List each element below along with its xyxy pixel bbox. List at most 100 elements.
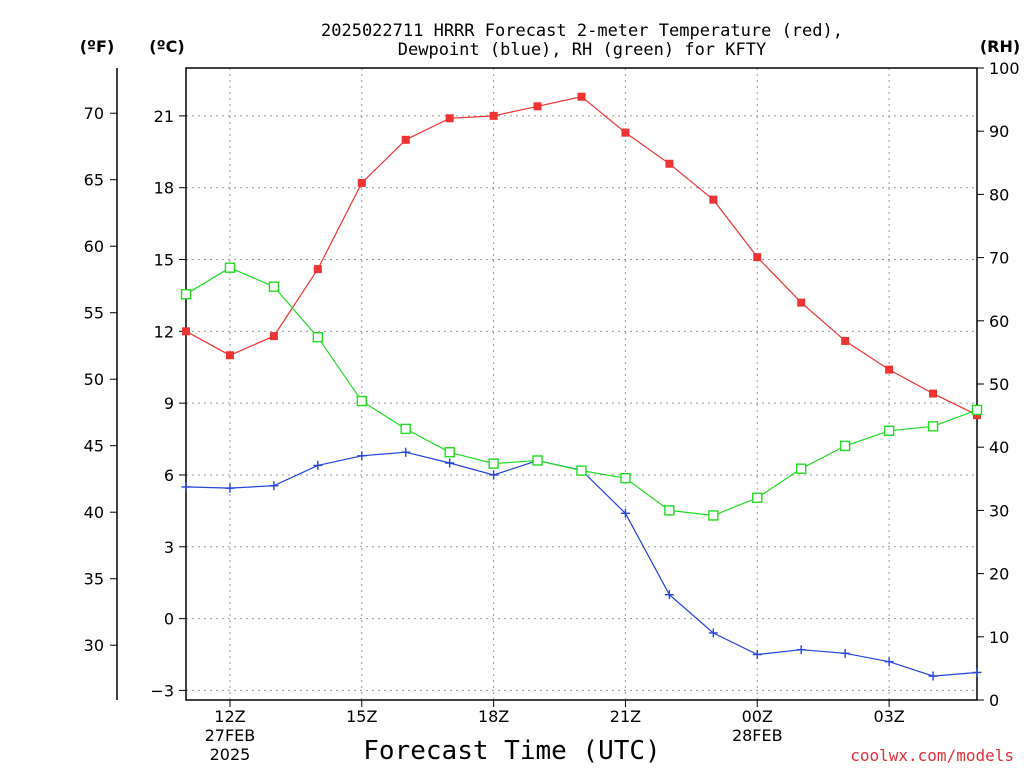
dewpoint-point xyxy=(445,458,455,468)
rh-tick-label: 100 xyxy=(989,59,1020,78)
dewpoint-point xyxy=(884,657,894,667)
data-series xyxy=(180,92,983,681)
rh-point xyxy=(796,463,807,474)
rh-point xyxy=(400,423,411,435)
celsius-tick-label: 21 xyxy=(154,107,174,126)
temperature-point xyxy=(182,327,190,336)
dewpoint-point xyxy=(664,590,674,600)
temperature-point xyxy=(709,195,718,204)
dewpoint-line xyxy=(185,451,978,677)
fahrenheit-tick-label: 65 xyxy=(84,171,104,190)
fahrenheit-unit-label: (ºF) xyxy=(80,37,115,56)
x-tick-label: 15Z xyxy=(346,707,377,726)
rh-point xyxy=(752,492,763,503)
rh-point xyxy=(708,510,719,521)
temperature-point xyxy=(753,253,762,262)
fahrenheit-tick-label: 45 xyxy=(84,437,104,456)
fahrenheit-tick-label: 70 xyxy=(84,104,104,123)
rh-tick-label: 0 xyxy=(989,691,999,710)
dewpoint-point xyxy=(972,667,982,677)
temperature-point xyxy=(489,111,498,120)
rh-tick-label: 80 xyxy=(989,185,1009,204)
dewpoint-point xyxy=(708,628,718,638)
chart-title-line-2: Dewpoint (blue), RH (green) for KFTY xyxy=(398,40,766,60)
rh-point xyxy=(620,472,631,484)
dewpoint-point xyxy=(225,483,235,493)
x-tick-label: 00Z xyxy=(742,707,773,726)
grid-lines xyxy=(186,68,977,700)
celsius-tick-label: 18 xyxy=(154,179,174,198)
temperature-point xyxy=(929,389,938,398)
rh-series xyxy=(180,262,983,521)
rh-point xyxy=(664,505,675,516)
temperature-point xyxy=(225,351,234,360)
fahrenheit-tick-label: 55 xyxy=(84,304,104,323)
rh-tick-label: 20 xyxy=(989,565,1009,584)
celsius-tick-label: 9 xyxy=(164,394,174,413)
fahrenheit-tick-label: 35 xyxy=(84,570,104,589)
rh-point xyxy=(356,395,367,407)
dewpoint-point xyxy=(357,451,367,461)
dewpoint-point xyxy=(489,470,499,480)
chart-title: 2025022711 HRRR Forecast 2-meter Tempera… xyxy=(321,21,843,60)
celsius-tick-label: −3 xyxy=(150,681,174,700)
temperature-line xyxy=(185,96,978,416)
dewpoint-point xyxy=(752,650,762,660)
dewpoint-point xyxy=(313,460,323,470)
temperature-point xyxy=(313,265,322,274)
temperature-point xyxy=(841,336,850,345)
x-tick-label: 2025 xyxy=(210,745,251,764)
fahrenheit-tick-label: 60 xyxy=(84,237,104,256)
rh-line xyxy=(185,267,978,517)
rh-point xyxy=(839,440,851,452)
rh-tick-label: 30 xyxy=(989,501,1009,520)
rh-point xyxy=(488,458,499,469)
celsius-tick-label: 6 xyxy=(164,466,174,485)
rh-point xyxy=(312,332,324,343)
x-tick-label: 18Z xyxy=(478,707,509,726)
dewpoint-point xyxy=(401,447,411,457)
dewpoint-point xyxy=(620,508,630,518)
rh-tick-label: 10 xyxy=(989,628,1009,647)
dewpoint-point xyxy=(928,671,938,681)
rh-point xyxy=(971,404,983,416)
temperature-point xyxy=(665,159,674,168)
dewpoint-point xyxy=(840,648,850,658)
temperature-series xyxy=(182,92,981,420)
fahrenheit-tick-label: 30 xyxy=(84,636,104,655)
rh-point xyxy=(268,281,280,292)
rh-tick-label: 90 xyxy=(989,122,1009,141)
rh-point xyxy=(576,465,587,476)
rh-tick-label: 60 xyxy=(989,312,1009,331)
temperature-point xyxy=(885,365,894,374)
rh-point xyxy=(927,421,939,432)
temperature-point xyxy=(357,178,366,187)
rh-tick-label: 50 xyxy=(989,375,1009,394)
fahrenheit-tick-label: 50 xyxy=(84,370,104,389)
dewpoint-point xyxy=(269,481,279,491)
fahrenheit-tick-label: 40 xyxy=(84,503,104,522)
x-tick-label: 27FEB xyxy=(205,726,256,745)
temperature-point xyxy=(533,102,542,111)
rh-point xyxy=(444,447,455,458)
celsius-tick-label: 3 xyxy=(164,538,174,557)
rh-unit-label: (RH) xyxy=(980,37,1020,56)
x-axis-title: Forecast Time (UTC) xyxy=(363,736,660,766)
credit-label: coolwx.com/models xyxy=(850,746,1014,765)
x-tick-label: 21Z xyxy=(610,707,641,726)
temperature-point xyxy=(445,114,454,123)
temperature-point xyxy=(269,332,278,341)
temperature-point xyxy=(797,298,806,307)
dewpoint-point xyxy=(796,645,806,655)
rh-point xyxy=(532,455,543,466)
plot-frame xyxy=(185,67,978,701)
dewpoint-series xyxy=(181,447,982,681)
chart-title-line-1: 2025022711 HRRR Forecast 2-meter Tempera… xyxy=(321,21,843,41)
rh-point xyxy=(180,289,192,300)
rh-tick-label: 40 xyxy=(989,438,1009,457)
celsius-tick-label: 15 xyxy=(154,251,174,270)
celsius-tick-label: 0 xyxy=(164,610,174,629)
x-tick-label: 28FEB xyxy=(732,726,783,745)
celsius-tick-label: 12 xyxy=(154,322,174,341)
